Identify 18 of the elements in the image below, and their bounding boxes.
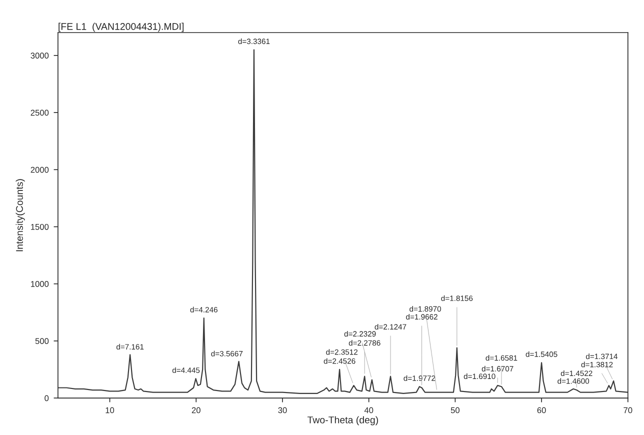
x-tick-label: 30 <box>278 407 287 414</box>
y-tick-label: 0 <box>44 395 49 402</box>
x-tick-label: 10 <box>106 407 114 414</box>
y-tick-label: 2500 <box>30 110 49 116</box>
y-tick-label: 2000 <box>30 166 49 173</box>
chart-title: [FE L1 (VAN12004431).MDI] <box>58 22 184 32</box>
y-tick-label: 500 <box>35 338 49 344</box>
y-tick-label: 3000 <box>30 52 49 59</box>
y-axis-title: Intensity(Counts) <box>16 179 25 252</box>
x-tick-label: 50 <box>450 407 460 414</box>
x-tick-label: 60 <box>537 407 546 414</box>
x-axis-title: Two-Theta (deg) <box>307 416 378 426</box>
line-series <box>58 49 628 394</box>
y-tick-label: 1500 <box>31 224 49 230</box>
y-tick-label: 1000 <box>31 281 49 287</box>
x-tick-label: 40 <box>364 407 374 414</box>
x-tick-label: 70 <box>624 407 632 414</box>
x-tick-label: 20 <box>192 407 200 414</box>
